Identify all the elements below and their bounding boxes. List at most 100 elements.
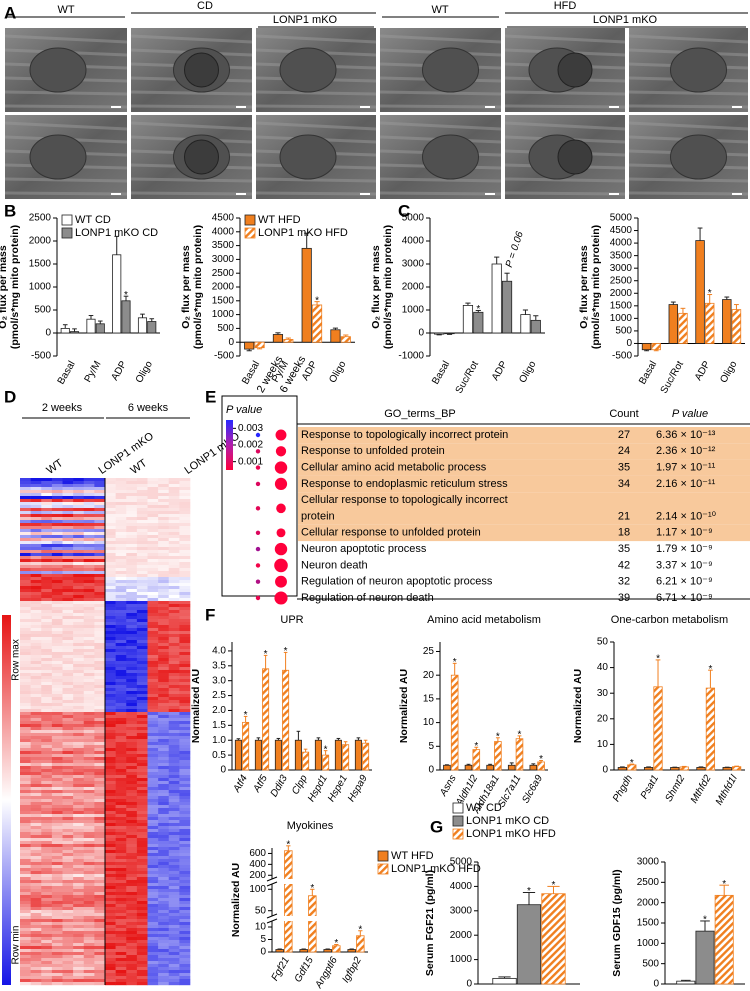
heatmap-cell bbox=[126, 490, 138, 494]
heatmap-cell bbox=[41, 763, 53, 767]
y-axis-label: Serum FGF21 (pg/ml) bbox=[424, 870, 436, 976]
heatmap-cell bbox=[94, 799, 106, 803]
heatmap-cell bbox=[179, 688, 191, 692]
heatmap-cell bbox=[20, 760, 31, 764]
heatmap-cell bbox=[94, 913, 106, 917]
heatmap-cell bbox=[62, 883, 74, 887]
micrograph-texture bbox=[255, 104, 377, 109]
heatmap-cell bbox=[168, 541, 180, 545]
heatmap-cell bbox=[136, 532, 148, 536]
heatmap-cell bbox=[105, 913, 116, 917]
bar bbox=[244, 341, 255, 350]
heatmap-cell bbox=[20, 964, 31, 968]
heatmap-cell bbox=[179, 637, 191, 641]
heatmap-cell bbox=[30, 691, 42, 695]
heatmap-cell bbox=[105, 865, 116, 869]
heatmap-cell bbox=[158, 712, 170, 716]
heatmap-cell bbox=[179, 892, 191, 896]
heatmap-cell bbox=[30, 799, 42, 803]
heatmap-cell bbox=[62, 748, 74, 752]
panel-letter: A bbox=[4, 3, 16, 22]
heatmap-cell bbox=[62, 580, 74, 584]
heatmap-cell bbox=[158, 844, 170, 848]
x-tick-label: Suc/Rot bbox=[659, 359, 686, 395]
heatmap-cell bbox=[179, 523, 191, 527]
heatmap-cell bbox=[147, 841, 159, 845]
scale-bar bbox=[485, 106, 495, 108]
heatmap-cell bbox=[147, 862, 159, 866]
heatmap-cell bbox=[126, 763, 138, 767]
heatmap-cell bbox=[105, 757, 116, 761]
heatmap-cell bbox=[94, 529, 106, 533]
heatmap-cell bbox=[51, 718, 63, 722]
heatmap-cell bbox=[105, 556, 116, 560]
heatmap-cell bbox=[83, 925, 95, 929]
heatmap-cell bbox=[73, 652, 85, 656]
heatmap-cell bbox=[51, 658, 63, 662]
heatmap-cell bbox=[179, 625, 191, 629]
heatmap-cell bbox=[20, 772, 31, 776]
heatmap-cell bbox=[168, 967, 180, 971]
heatmap-cell bbox=[20, 961, 31, 965]
heatmap-cell bbox=[115, 739, 127, 743]
y-tick-label: 50 bbox=[255, 905, 267, 916]
heatmap-cell bbox=[94, 952, 106, 956]
bar bbox=[242, 721, 250, 771]
heatmap-cell bbox=[126, 676, 138, 680]
heatmap-cell bbox=[168, 592, 180, 596]
heatmap-cell bbox=[41, 550, 53, 554]
heatmap-cell bbox=[115, 763, 127, 767]
heatmap-cell bbox=[136, 667, 148, 671]
heatmap-cell bbox=[83, 778, 95, 782]
heatmap-cell bbox=[94, 688, 106, 692]
heatmap-cell bbox=[136, 958, 148, 962]
y-tick-label: 4000 bbox=[610, 238, 633, 249]
heatmap-cell bbox=[94, 820, 106, 824]
heatmap-cell bbox=[20, 481, 31, 485]
heatmap-cell bbox=[179, 652, 191, 656]
heatmap-cell bbox=[83, 568, 95, 572]
heatmap-cell bbox=[147, 529, 159, 533]
heatmap-cell bbox=[126, 874, 138, 878]
heatmap-cell bbox=[147, 787, 159, 791]
heatmap-cell bbox=[73, 847, 85, 851]
heatmap-cell bbox=[94, 940, 106, 944]
heatmap-cell bbox=[83, 559, 95, 563]
heatmap-cell bbox=[136, 916, 148, 920]
heatmap-cell bbox=[41, 772, 53, 776]
bar bbox=[473, 311, 484, 334]
heatmap-cell bbox=[62, 886, 74, 890]
heatmap-cell bbox=[126, 568, 138, 572]
heatmap-cell bbox=[168, 724, 180, 728]
heatmap-cell bbox=[168, 493, 180, 497]
heatmap-cell bbox=[41, 694, 53, 698]
heatmap-cell bbox=[158, 601, 170, 605]
heatmap-cell bbox=[179, 550, 191, 554]
heatmap-cell bbox=[126, 784, 138, 788]
bar bbox=[275, 949, 284, 953]
heatmap-cell bbox=[73, 622, 85, 626]
micrograph-texture bbox=[130, 90, 253, 96]
heatmap-cell bbox=[94, 751, 106, 755]
heatmap-cell bbox=[136, 535, 148, 539]
heatmap-cell bbox=[147, 778, 159, 782]
heatmap-cell bbox=[41, 547, 53, 551]
heatmap-cell bbox=[158, 784, 170, 788]
heatmap-cell bbox=[136, 658, 148, 662]
heatmap-cell bbox=[41, 565, 53, 569]
heatmap-cell bbox=[62, 673, 74, 677]
heatmap-cell bbox=[73, 859, 85, 863]
bar bbox=[356, 935, 365, 953]
heatmap-cell bbox=[20, 508, 31, 512]
heatmap-cell bbox=[126, 919, 138, 923]
heatmap-cell bbox=[168, 637, 180, 641]
y-tick-label: 3500 bbox=[212, 240, 235, 251]
heatmap-cell bbox=[168, 856, 180, 860]
heatmap-cell bbox=[179, 796, 191, 800]
heatmap-cell bbox=[20, 745, 31, 749]
heatmap-cell bbox=[147, 733, 159, 737]
heatmap-cell bbox=[20, 847, 31, 851]
heatmap-cell bbox=[51, 646, 63, 650]
heatmap-cell bbox=[179, 484, 191, 488]
heatmap-cell bbox=[30, 847, 42, 851]
